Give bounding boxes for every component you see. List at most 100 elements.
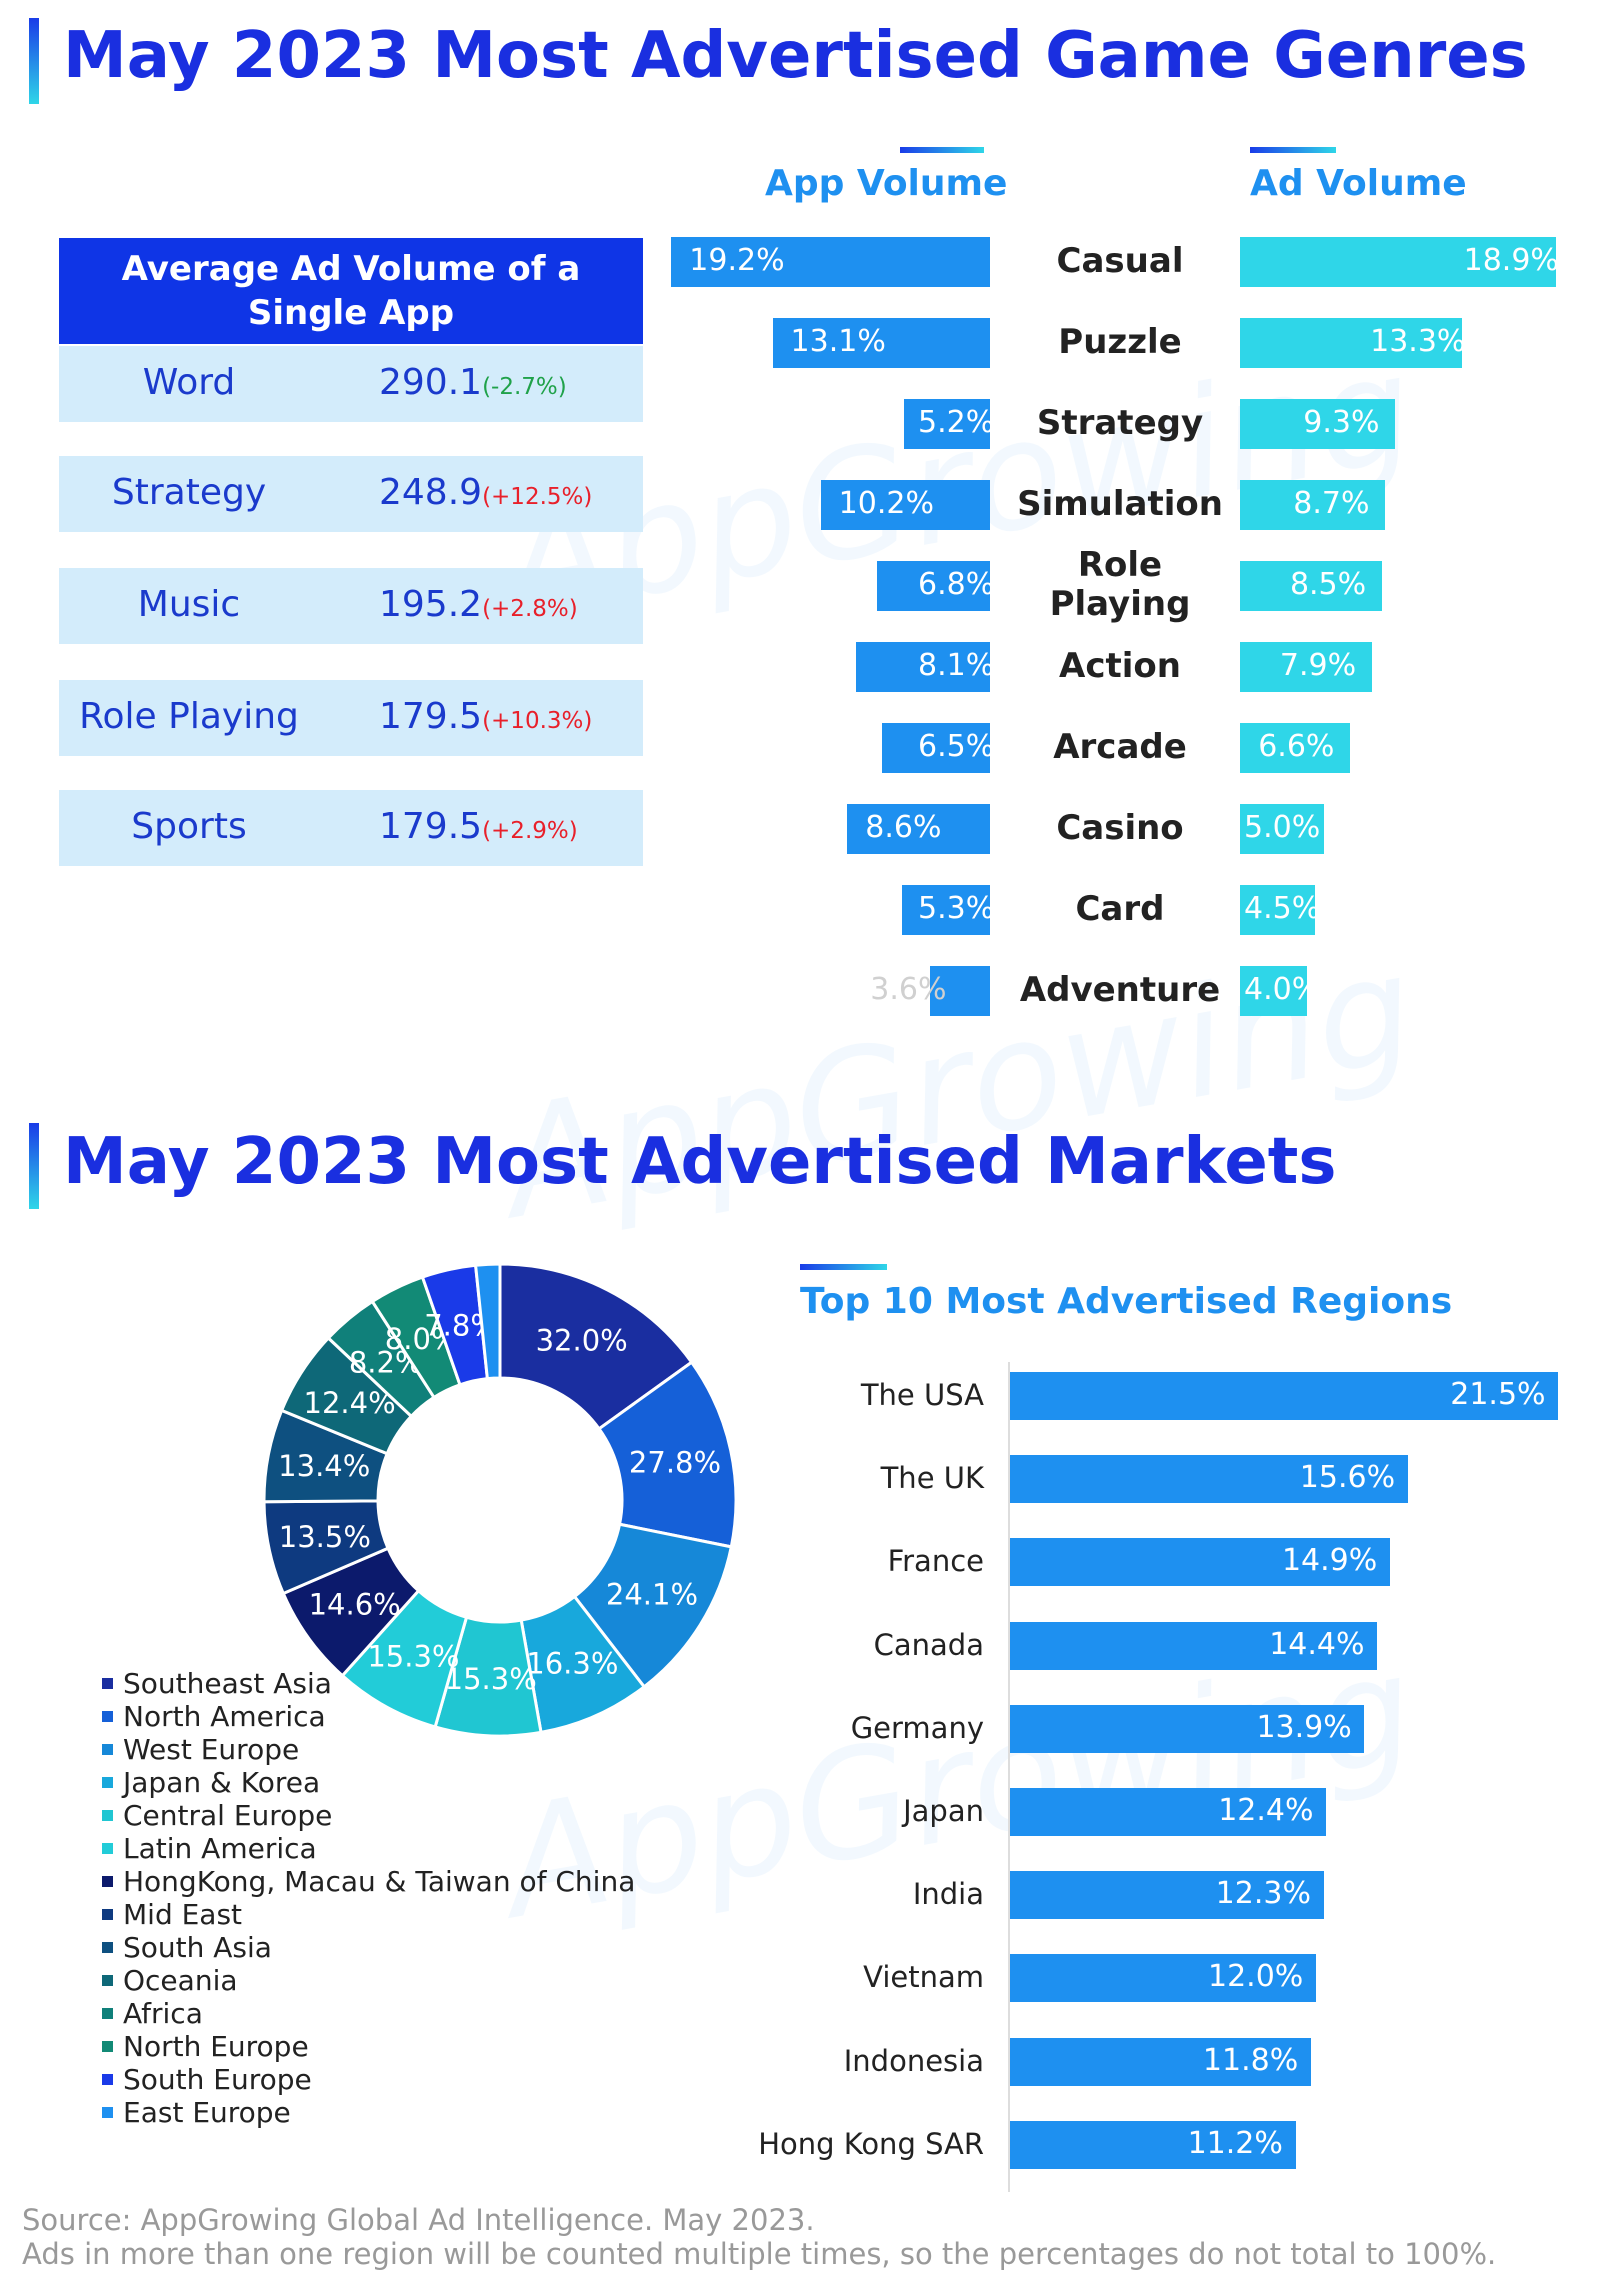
ad-volume-header-line <box>1250 147 1336 153</box>
ad-volume-bar <box>1240 399 1396 449</box>
ad-volume-bar <box>1240 237 1556 287</box>
ad-volume-label: 4.5% <box>1244 891 1321 926</box>
genre-label: Card <box>1075 889 1165 929</box>
avg-genre-name: Sports <box>131 806 247 847</box>
legend-swatch <box>102 2040 113 2052</box>
region-value-label: 15.6% <box>1299 1460 1396 1496</box>
donut-slice-label: 13.5% <box>279 1520 371 1554</box>
donut-slice <box>473 1262 502 1381</box>
legend-label: North America <box>123 1700 326 1733</box>
region-bar <box>1010 2037 1311 2086</box>
genre-label: Action <box>1059 646 1181 686</box>
legend-swatch <box>102 1809 113 1821</box>
genre-label: Adventure <box>1019 970 1221 1010</box>
donut-slice <box>498 1262 694 1431</box>
legend-swatch <box>102 2106 113 2118</box>
app-volume-label: 8.6% <box>865 810 942 845</box>
legend-item: North America <box>102 1703 326 1731</box>
region-bar <box>1010 1954 1316 2003</box>
app-volume-bar <box>772 318 990 368</box>
legend-swatch <box>102 1941 113 1953</box>
app-volume-bar <box>671 237 990 287</box>
ad-volume-label: 8.5% <box>1289 567 1367 602</box>
legend-swatch <box>102 1974 113 1986</box>
donut-slice-label: 14.6% <box>309 1587 401 1621</box>
section-title-markets: May 2023 Most Advertised Markets <box>63 1125 1337 1199</box>
avg-table-row: Word 290.1(-2.7%) <box>59 346 643 422</box>
region-value-label: 11.2% <box>1187 2125 1283 2161</box>
app-volume-label: 19.2% <box>689 243 785 278</box>
genre-label: Role Playing <box>1049 545 1191 625</box>
app-volume-bar <box>847 804 990 854</box>
avg-change: (-2.7%) <box>482 374 567 400</box>
ad-volume-bar <box>1240 480 1386 530</box>
avg-value: 248.9(+12.5%) <box>379 472 592 513</box>
legend-item: North Europe <box>102 2033 309 2061</box>
region-bar <box>1010 1538 1390 1587</box>
legend-label: Southeast Asia <box>123 1667 332 1700</box>
ad-volume-label: 6.6% <box>1258 729 1335 764</box>
region-label: The USA <box>860 1378 984 1412</box>
region-value-label: 12.0% <box>1208 1959 1304 1995</box>
legend-swatch <box>102 2007 113 2019</box>
app-volume-bar <box>877 561 990 611</box>
region-bar <box>1010 1372 1559 1420</box>
region-label: Germany <box>850 1710 984 1745</box>
legend-item: South Europe <box>102 2066 312 2094</box>
legend-label: North Europe <box>123 2030 309 2063</box>
region-bar <box>1010 1455 1408 1504</box>
legend-label: West Europe <box>123 1733 300 1766</box>
ad-volume-bar <box>1240 561 1382 611</box>
regions-axis-line <box>1008 1362 1010 2192</box>
avg-number: 195.2 <box>379 584 483 625</box>
regions-header-line <box>800 1264 887 1270</box>
ad-volume-bar <box>1240 642 1372 692</box>
ad-volume-bar <box>1240 318 1463 368</box>
legend-label: Oceania <box>123 1964 238 1997</box>
avg-genre-name: Word <box>142 362 236 403</box>
legend-label: East Europe <box>123 2096 291 2129</box>
app-volume-label: 10.2% <box>838 486 934 521</box>
app-volume-label: 6.5% <box>918 729 995 764</box>
app-volume-bar <box>855 642 990 692</box>
region-value-label: 11.8% <box>1202 2042 1299 2078</box>
region-value-label: 21.5% <box>1450 1377 1546 1412</box>
genre-label: Casino <box>1056 808 1184 848</box>
donut-slice <box>596 1360 738 1549</box>
ad-volume-label: 7.9% <box>1279 648 1357 683</box>
donut-slice-label: 32.0% <box>536 1324 628 1358</box>
ad-volume-label: 13.3% <box>1370 324 1466 359</box>
app-volume-label: 13.1% <box>790 324 886 359</box>
legend-item: Japan & Korea <box>102 1769 320 1797</box>
ad-volume-label: 8.7% <box>1293 486 1370 521</box>
source-note: Source: AppGrowing Global Ad Intelligenc… <box>22 2203 815 2237</box>
ad-volume-bar <box>1240 723 1351 773</box>
legend-item: Central Europe <box>102 1802 332 1830</box>
legend-label: HongKong, Macau & Taiwan of China <box>123 1865 636 1898</box>
title-accent-bar <box>29 18 39 104</box>
legend-item: Africa <box>102 2000 203 2028</box>
title-accent-bar <box>29 1123 39 1209</box>
legend-item: Latin America <box>102 1835 317 1863</box>
avg-change: (+10.3%) <box>482 708 593 734</box>
legend-swatch <box>102 1677 113 1689</box>
region-value-label: 14.9% <box>1281 1543 1378 1579</box>
region-value-label: 12.4% <box>1218 1793 1314 1828</box>
ad-volume-label: 5.0% <box>1244 810 1321 845</box>
regions-chart-title: Top 10 Most Advertised Regions <box>800 1281 1453 1322</box>
avg-genre-name: Music <box>137 584 241 625</box>
avg-change: (+2.8%) <box>482 596 578 622</box>
region-bar <box>1010 1871 1324 1920</box>
avg-table-row: Sports 179.5(+2.9%) <box>59 790 643 866</box>
donut-slice-label: 15.3% <box>367 1640 459 1674</box>
region-label: Indonesia <box>843 2043 984 2078</box>
avg-value: 195.2(+2.8%) <box>379 584 578 625</box>
region-value-label: 12.3% <box>1215 1876 1311 1912</box>
app-volume-bar <box>902 885 990 935</box>
app-volume-bar <box>882 723 990 773</box>
region-value-label: 14.4% <box>1269 1626 1365 1662</box>
percentage-note: Ads in more than one region will be coun… <box>22 2237 1497 2271</box>
section-title-genres: May 2023 Most Advertised Game Genres <box>63 19 1528 93</box>
legend-item: Oceania <box>102 1967 238 1995</box>
avg-table-row: Strategy 248.9(+12.5%) <box>59 456 643 532</box>
